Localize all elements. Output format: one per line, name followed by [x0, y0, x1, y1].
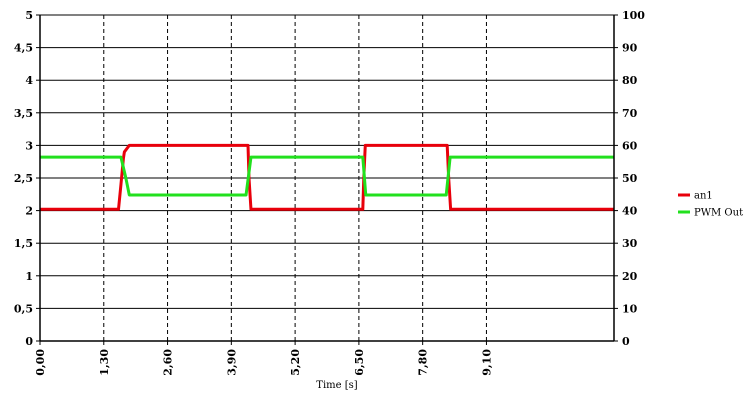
right-tick-label: 20: [622, 270, 638, 283]
x-tick-label: 1,30: [98, 349, 111, 376]
left-axis-ticks: 0 0,5 1 1,5 2 2,5 3 3,5 4 4,5 5: [14, 9, 40, 348]
left-tick-label: 0,5: [14, 302, 33, 315]
right-tick-label: 0: [622, 335, 630, 348]
right-tick-label: 70: [622, 107, 638, 120]
left-tick-label: 4,5: [14, 42, 33, 55]
right-tick-label: 30: [622, 237, 638, 250]
left-tick-label: 5: [25, 9, 33, 22]
x-tick-label: 7,80: [417, 349, 430, 376]
left-tick-label: 2: [25, 205, 33, 218]
right-tick-label: 10: [622, 302, 638, 315]
right-tick-label: 40: [622, 205, 638, 218]
left-tick-label: 1: [25, 270, 33, 283]
left-tick-label: 0: [25, 335, 33, 348]
legend: an1 PWM Out: [678, 191, 743, 219]
series-layer: [40, 143, 614, 211]
right-tick-label: 100: [622, 9, 645, 22]
x-tick-label: 6,50: [353, 349, 366, 376]
right-tick-label: 60: [622, 139, 638, 152]
x-tick-label: 2,60: [162, 349, 175, 376]
legend-label: PWM Out: [694, 208, 743, 219]
x-tick-label: 3,90: [225, 349, 238, 376]
x-tick-label: 5,20: [289, 349, 302, 376]
left-tick-label: 2,5: [14, 172, 33, 185]
right-tick-label: 50: [622, 172, 638, 185]
legend-label: an1: [694, 191, 713, 202]
series-line-pwm-out: [40, 155, 614, 197]
right-tick-label: 80: [622, 74, 638, 87]
right-axis-ticks: 0 10 20 30 40 50 60 70 80 90 100: [614, 9, 645, 348]
x-tick-label: 9,10: [480, 349, 493, 376]
left-tick-label: 4: [25, 74, 33, 87]
left-tick-label: 3: [25, 139, 33, 152]
left-tick-label: 3,5: [14, 107, 33, 120]
x-axis-ticks: 0,00 1,30 2,60 3,90 5,20 6,50 7,80 9,10: [34, 341, 493, 376]
x-axis-title: Time [s]: [316, 380, 357, 391]
left-tick-label: 1,5: [14, 237, 33, 250]
x-tick-label: 0,00: [34, 349, 47, 376]
right-tick-label: 90: [622, 42, 638, 55]
